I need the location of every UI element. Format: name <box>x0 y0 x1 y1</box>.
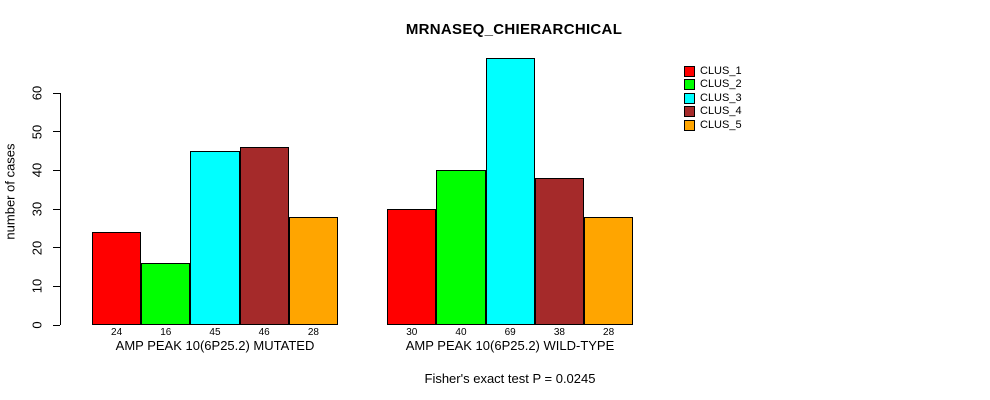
bar-value-label: 45 <box>209 327 221 338</box>
bar-value-label: 69 <box>504 327 516 338</box>
bar-value-label: 38 <box>553 327 565 338</box>
bar-clus_5-group2 <box>584 216 634 325</box>
y-tick <box>53 285 60 287</box>
y-tick <box>53 169 60 171</box>
y-tick-label: 20 <box>29 240 45 255</box>
y-axis-label: number of cases <box>2 143 18 240</box>
legend-item-label: CLUS_5 <box>700 118 742 131</box>
y-tick <box>53 208 60 210</box>
bar-clus_2-group2 <box>436 170 486 325</box>
bar-clus_4-group2 <box>534 178 584 325</box>
legend-swatch-clus_4 <box>684 106 695 118</box>
legend-item-label: CLUS_4 <box>700 105 742 118</box>
bar-value-label: 28 <box>603 327 615 338</box>
bar-clus_2-group1 <box>141 263 191 325</box>
y-tick-label: 40 <box>29 163 45 178</box>
y-tick-label: 60 <box>29 85 45 101</box>
bar-value-label: 40 <box>455 327 467 338</box>
legend-item-clus_4: CLUS_4 <box>684 105 742 118</box>
legend-item-clus_5: CLUS_5 <box>684 119 742 132</box>
y-tick-label: 10 <box>29 279 45 294</box>
x-group-label-wild-type: AMP PEAK 10(6P25.2) WILD-TYPE <box>405 338 615 353</box>
y-tick <box>53 92 60 94</box>
y-tick <box>53 324 60 326</box>
y-tick <box>53 247 60 249</box>
legend-item-label: CLUS_1 <box>700 65 742 77</box>
bar-clus_1-group1 <box>92 232 142 325</box>
legend-item-clus_2: CLUS_2 <box>684 78 742 91</box>
y-tick-label: 30 <box>29 201 45 217</box>
bar-value-label: 28 <box>307 327 319 338</box>
legend-item-clus_1: CLUS_1 <box>684 65 742 78</box>
bar-value-label: 30 <box>406 327 418 338</box>
chart-title: MRNASEQ_CHIERARCHICAL <box>405 21 623 38</box>
bar-clus_3-group2 <box>485 58 535 325</box>
legend-swatch-clus_2 <box>684 79 695 91</box>
bar-value-label: 46 <box>258 327 270 338</box>
legend-swatch-clus_1 <box>684 66 695 77</box>
legend-item-label: CLUS_2 <box>700 78 742 91</box>
bar-value-label: 16 <box>160 327 172 338</box>
y-tick-label: 50 <box>29 124 45 139</box>
bar-clus_3-group1 <box>190 151 240 325</box>
legend-item-label: CLUS_3 <box>700 91 742 104</box>
legend-swatch-clus_5 <box>684 119 695 131</box>
y-tick <box>53 131 60 133</box>
bar-clus_1-group2 <box>387 209 437 325</box>
x-group-label-mutated: AMP PEAK 10(6P25.2) MUTATED <box>115 338 315 353</box>
bar-value-label: 24 <box>111 327 123 338</box>
legend-swatch-clus_3 <box>684 92 695 104</box>
fisher-test-annotation: Fisher's exact test P = 0.0245 <box>424 371 596 386</box>
bar-clus_5-group1 <box>288 216 338 325</box>
y-tick-label: 0 <box>29 321 45 329</box>
legend-item-clus_3: CLUS_3 <box>684 92 742 105</box>
y-axis-line <box>60 93 61 325</box>
bar-clus_4-group1 <box>239 147 289 325</box>
